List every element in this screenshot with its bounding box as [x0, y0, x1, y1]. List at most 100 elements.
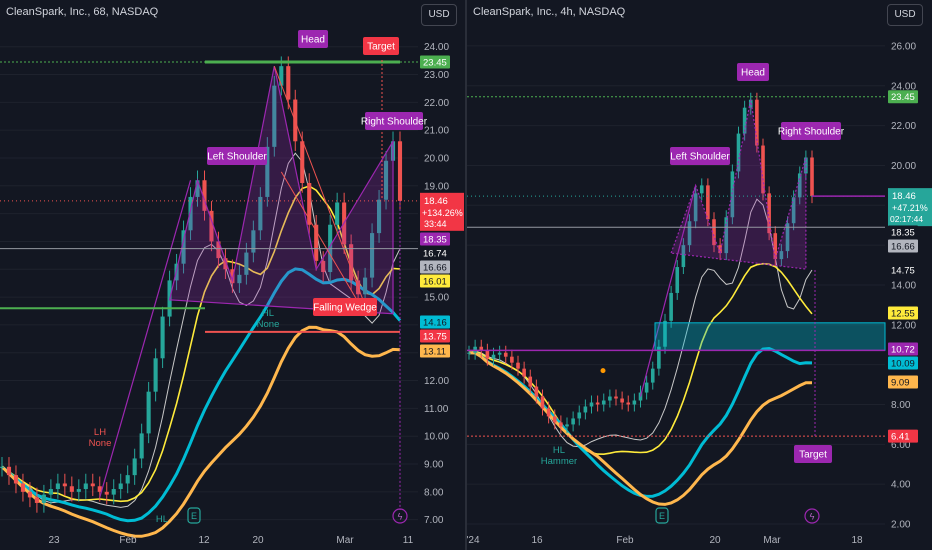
svg-text:12.55: 12.55	[891, 309, 915, 320]
candle	[657, 339, 661, 376]
y-tick-label: 10.00	[424, 432, 449, 443]
signal-dot	[600, 368, 606, 374]
y-tick-label: 6.00	[891, 440, 911, 451]
svg-text:Head: Head	[301, 35, 325, 46]
svg-text:13.75: 13.75	[423, 332, 447, 343]
panel-divider[interactable]	[465, 0, 467, 550]
badge-16-74: 16.74	[420, 246, 450, 260]
y-tick-label: 4.00	[891, 480, 911, 491]
candle	[139, 423, 144, 469]
candle	[202, 170, 207, 221]
candle	[601, 393, 606, 412]
candle	[479, 339, 484, 358]
candle	[286, 56, 291, 110]
svg-text:Right Shoulder: Right Shoulder	[361, 117, 428, 128]
candle	[300, 131, 305, 193]
svg-text:Target: Target	[799, 450, 827, 461]
y-tick-label: 22.00	[424, 98, 449, 109]
candle	[773, 226, 778, 267]
svg-text:18.46: 18.46	[424, 196, 448, 207]
moving-average-yellow	[1, 185, 401, 503]
candle	[90, 473, 95, 497]
svg-text:16.74: 16.74	[423, 249, 447, 260]
hl-value-label: None	[257, 319, 280, 330]
svg-text:E: E	[191, 511, 197, 521]
moving-average-orange	[468, 351, 813, 506]
svg-text:16.66: 16.66	[423, 263, 447, 274]
candle	[706, 178, 710, 227]
x-tick-label: 11	[403, 535, 414, 546]
svg-text:10.09: 10.09	[891, 359, 915, 370]
x-tick-label: 12	[198, 535, 210, 546]
moving-average-cyan	[1, 267, 402, 523]
candle	[614, 389, 618, 406]
y-tick-label: 9.00	[424, 460, 444, 471]
svg-text:18.46: 18.46	[892, 191, 916, 202]
y-tick-label: 7.00	[424, 515, 444, 526]
candle	[55, 473, 60, 499]
left-shoulder-label: Left Shoulder	[207, 147, 267, 165]
candle	[528, 369, 533, 394]
candle	[761, 138, 765, 201]
y-tick-label: 22.00	[891, 121, 916, 132]
x-tick-label: Feb	[119, 535, 137, 546]
candle	[125, 465, 130, 494]
candle	[62, 473, 67, 497]
right-chart-canvas[interactable]: Head Left Shoulder Right Shoulder Target HLH…	[467, 0, 932, 550]
candle	[160, 306, 165, 369]
right-currency-button[interactable]: USD	[887, 4, 923, 26]
y-tick-label: 14.00	[891, 280, 916, 291]
wedge-lower-line	[280, 171, 366, 315]
earnings-icon: E	[187, 507, 201, 524]
svg-text:02:17:44: 02:17:44	[890, 214, 923, 224]
svg-text:ϟ: ϟ	[810, 512, 815, 522]
candle	[188, 187, 193, 241]
candle	[230, 259, 235, 293]
y-tick-label: 24.00	[424, 42, 449, 53]
badge-16-66: 16.66	[888, 239, 918, 253]
candle	[251, 220, 256, 263]
candle	[748, 92, 753, 115]
candle	[595, 395, 600, 412]
candle	[397, 131, 403, 211]
candle	[620, 391, 624, 410]
candle	[552, 409, 557, 430]
svg-text:23.45: 23.45	[891, 92, 915, 103]
svg-text:Target: Target	[367, 42, 395, 53]
candle	[265, 137, 270, 207]
candle	[146, 381, 151, 444]
candle	[779, 244, 784, 267]
candle	[699, 178, 704, 201]
left-currency-button[interactable]: USD	[421, 4, 457, 26]
badge-18-35: 18.35	[420, 232, 450, 246]
candle	[216, 231, 221, 268]
candle	[497, 345, 502, 362]
candle	[467, 345, 471, 360]
badge-13-11: 13.11	[420, 344, 450, 358]
candle	[736, 126, 741, 179]
candle	[791, 190, 796, 231]
x-tick-label: 20	[252, 535, 264, 546]
left-chart-canvas[interactable]: Head Left Shoulder Right Shoulder Target Fal…	[0, 0, 465, 550]
candle	[522, 361, 526, 384]
candle	[13, 465, 19, 494]
y-tick-label: 8.00	[891, 400, 911, 411]
candle	[272, 75, 277, 157]
y-tick-label: 21.00	[424, 126, 449, 137]
candle	[376, 189, 382, 243]
candle	[370, 223, 375, 288]
x-tick-label: Mar	[763, 535, 781, 546]
wedge-upper-line	[273, 65, 366, 306]
lh-label: LH	[94, 427, 106, 438]
badge-top-level: 23.45	[888, 90, 918, 104]
candle	[48, 479, 53, 505]
candle	[209, 201, 214, 252]
candle	[181, 220, 186, 274]
badge-10-09: 10.09	[888, 356, 918, 370]
badge-16-01: 16.01	[420, 274, 450, 288]
candle	[559, 415, 563, 434]
badge-13-75: 13.75	[420, 329, 450, 343]
moving-average-orange	[0, 325, 401, 538]
head-label: Head	[298, 30, 328, 48]
y-tick-label: 12.00	[424, 376, 449, 387]
